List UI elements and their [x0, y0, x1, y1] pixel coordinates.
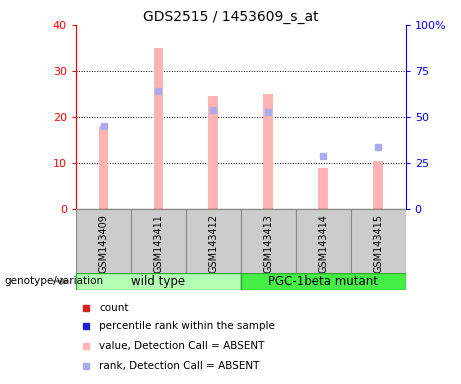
Text: count: count — [99, 303, 129, 313]
Text: rank, Detection Call = ABSENT: rank, Detection Call = ABSENT — [99, 361, 260, 371]
Bar — [241, 209, 296, 273]
Bar — [76, 273, 241, 290]
Bar — [154, 48, 163, 209]
Text: GDS2515 / 1453609_s_at: GDS2515 / 1453609_s_at — [143, 10, 318, 23]
Text: percentile rank within the sample: percentile rank within the sample — [99, 321, 275, 331]
Bar — [131, 209, 186, 273]
Text: GSM143412: GSM143412 — [208, 214, 219, 273]
Text: PGC-1beta mutant: PGC-1beta mutant — [268, 275, 378, 288]
Bar — [186, 209, 241, 273]
Bar — [351, 209, 406, 273]
Text: GSM143411: GSM143411 — [154, 214, 164, 273]
Text: genotype/variation: genotype/variation — [5, 276, 104, 286]
Text: GSM143415: GSM143415 — [373, 214, 383, 273]
Bar — [263, 94, 273, 209]
Bar — [76, 209, 131, 273]
Text: GSM143414: GSM143414 — [318, 214, 328, 273]
Bar — [99, 126, 108, 209]
Bar — [241, 273, 406, 290]
Bar — [373, 161, 383, 209]
Text: GSM143413: GSM143413 — [263, 214, 273, 273]
Text: GSM143409: GSM143409 — [99, 214, 108, 273]
Text: wild type: wild type — [131, 275, 185, 288]
Bar — [208, 96, 219, 209]
Text: value, Detection Call = ABSENT: value, Detection Call = ABSENT — [99, 341, 265, 351]
Bar — [296, 209, 351, 273]
Bar — [319, 168, 328, 209]
